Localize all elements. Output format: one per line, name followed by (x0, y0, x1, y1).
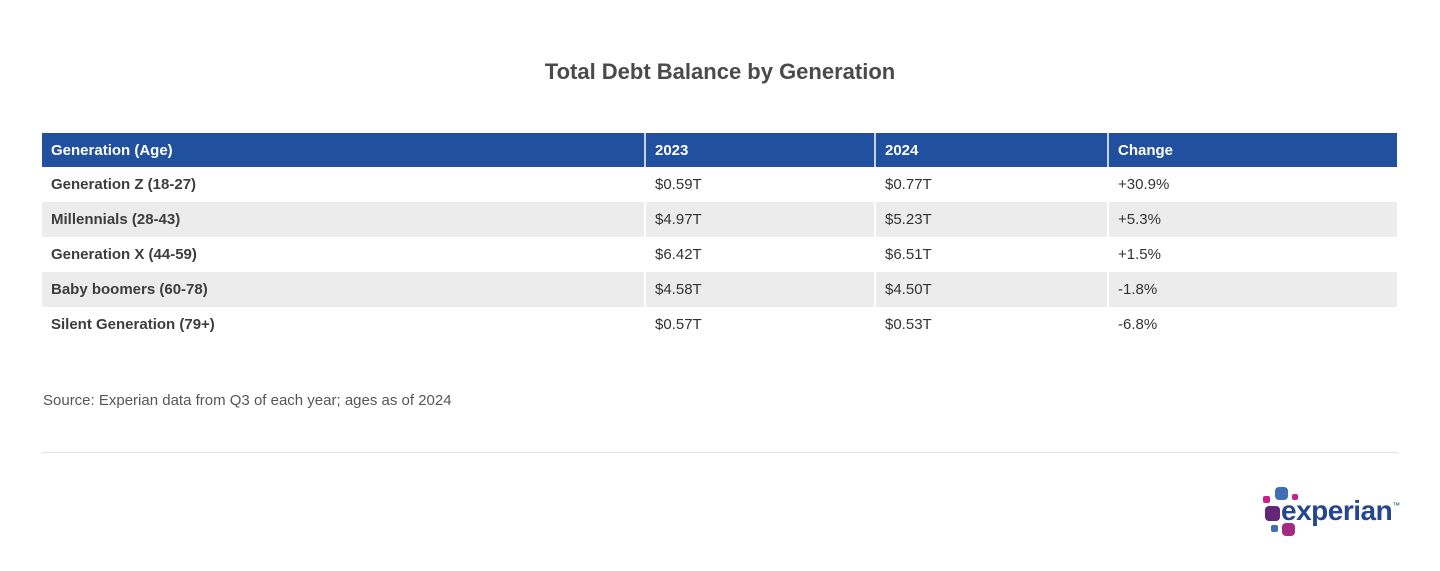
table-row: Baby boomers (60-78) $4.58T $4.50T -1.8% (42, 272, 1397, 307)
trademark-symbol: ™ (1392, 501, 1401, 510)
table-header-row: Generation (Age) 2023 2024 Change (42, 133, 1397, 167)
cell-2023: $0.57T (644, 307, 875, 342)
table-row: Millennials (28-43) $4.97T $5.23T +5.3% (42, 202, 1397, 237)
experian-blocks-icon (1262, 486, 1306, 538)
divider-line (42, 452, 1398, 453)
cell-2024: $5.23T (874, 202, 1108, 237)
logo-block-purple-square (1265, 506, 1280, 521)
logo-block-crimson-square (1282, 523, 1295, 536)
source-note: Source: Experian data from Q3 of each ye… (43, 392, 452, 409)
debt-balance-table: Generation (Age) 2023 2024 Change Genera… (42, 133, 1397, 342)
cell-2023: $4.58T (644, 272, 875, 307)
cell-2024: $4.50T (874, 272, 1108, 307)
page-title: Total Debt Balance by Generation (544, 59, 896, 84)
logo-block-blue-square (1275, 487, 1288, 500)
cell-generation: Silent Generation (79+) (51, 316, 215, 333)
cell-change: +30.9% (1107, 167, 1397, 202)
cell-2024: $6.51T (874, 237, 1108, 272)
cell-2024: $0.53T (874, 307, 1108, 342)
cell-change: +5.3% (1107, 202, 1397, 237)
logo-block-blue-dot (1271, 525, 1278, 532)
cell-generation: Millennials (28-43) (42, 202, 645, 237)
cell-generation: Generation X (44-59) (51, 246, 197, 263)
cell-2023: $0.59T (644, 167, 875, 202)
table-row: Silent Generation (79+) $0.57T $0.53T -6… (42, 307, 1397, 342)
cell-generation: Generation Z (18-27) (51, 176, 197, 193)
logo-block-magenta-dot-left (1263, 496, 1270, 503)
column-header-2024: 2024 (874, 133, 1108, 167)
cell-2023: $6.42T (644, 237, 875, 272)
table-row: Generation X (44-59) $6.42T $6.51T +1.5% (42, 237, 1397, 272)
cell-change: -6.8% (1107, 307, 1397, 342)
logo-block-magenta-dot-right (1292, 494, 1298, 500)
cell-generation: Baby boomers (60-78) (42, 272, 645, 307)
cell-2023: $4.97T (644, 202, 875, 237)
experian-logo: experian™ (1262, 486, 1402, 538)
column-header-change: Change (1107, 133, 1397, 167)
column-header-2023: 2023 (644, 133, 875, 167)
experian-wordmark: experian™ (1281, 495, 1401, 526)
column-header-generation: Generation (Age) (42, 133, 645, 167)
cell-change: +1.5% (1107, 237, 1397, 272)
cell-2024: $0.77T (874, 167, 1108, 202)
cell-change: -1.8% (1107, 272, 1397, 307)
table-row: Generation Z (18-27) $0.59T $0.77T +30.9… (42, 167, 1397, 202)
